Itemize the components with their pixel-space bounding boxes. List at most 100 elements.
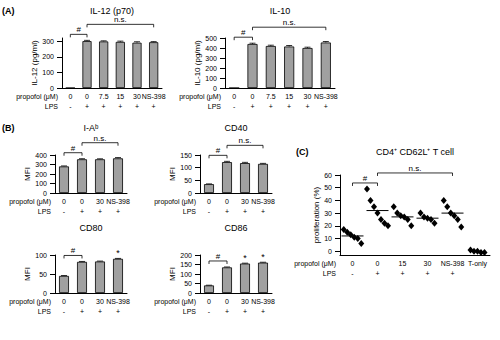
svg-text:+: + <box>116 208 120 215</box>
svg-text:0: 0 <box>68 93 72 100</box>
svg-text:0: 0 <box>213 85 217 92</box>
svg-text:0: 0 <box>207 298 211 305</box>
svg-text:MFI: MFI <box>168 267 177 281</box>
svg-text:(B): (B) <box>2 123 15 133</box>
svg-text:LPS: LPS <box>323 270 337 277</box>
svg-text:+: + <box>85 103 89 110</box>
svg-text:300: 300 <box>205 55 217 62</box>
svg-text:0: 0 <box>328 248 332 255</box>
svg-text:0: 0 <box>62 298 66 305</box>
svg-text:-: - <box>69 103 72 110</box>
svg-text:200: 200 <box>205 65 217 72</box>
svg-text:200: 200 <box>180 252 192 259</box>
svg-text:*: * <box>261 252 265 262</box>
svg-text:0: 0 <box>188 290 192 297</box>
svg-text:+: + <box>400 270 404 277</box>
svg-text:30: 30 <box>304 93 312 100</box>
svg-text:30: 30 <box>241 298 249 305</box>
svg-text:+: + <box>135 103 139 110</box>
svg-text:#: # <box>363 174 368 183</box>
svg-text:300: 300 <box>35 161 47 168</box>
svg-text:0: 0 <box>225 198 229 205</box>
svg-text:*: * <box>116 248 120 258</box>
svg-text:n.s.: n.s. <box>409 164 422 173</box>
svg-text:500: 500 <box>205 35 217 42</box>
svg-text:0: 0 <box>232 93 236 100</box>
svg-text:0: 0 <box>251 93 255 100</box>
svg-text:100: 100 <box>180 271 192 278</box>
svg-text:n.s.: n.s. <box>94 134 107 143</box>
svg-text:+: + <box>118 103 122 110</box>
svg-text:+: + <box>375 270 379 277</box>
svg-text:n.s.: n.s. <box>239 136 252 145</box>
svg-text:300: 300 <box>42 38 54 45</box>
svg-text:IL-10 (pg/ml): IL-10 (pg/ml) <box>193 40 202 86</box>
svg-text:-: - <box>351 270 354 277</box>
svg-text:proliferation (%): proliferation (%) <box>312 186 321 243</box>
svg-text:0: 0 <box>62 198 66 205</box>
svg-text:NS-398: NS-398 <box>106 298 130 305</box>
svg-text:#: # <box>71 246 76 255</box>
svg-text:LPS: LPS <box>38 308 52 315</box>
svg-text:+: + <box>269 103 273 110</box>
svg-text:+: + <box>225 308 229 315</box>
svg-text:50: 50 <box>39 271 47 278</box>
svg-text:+: + <box>250 103 254 110</box>
svg-text:NS-398: NS-398 <box>106 198 130 205</box>
svg-text:+: + <box>243 308 247 315</box>
svg-text:(C): (C) <box>296 147 309 157</box>
svg-text:#: # <box>216 252 221 261</box>
svg-text:+: + <box>324 103 328 110</box>
svg-text:propofol (μM): propofol (μM) <box>16 93 58 101</box>
svg-text:100: 100 <box>205 75 217 82</box>
svg-text:0: 0 <box>43 290 47 297</box>
svg-text:+: + <box>450 270 454 277</box>
svg-text:+: + <box>152 103 156 110</box>
svg-text:50: 50 <box>184 280 192 287</box>
svg-text:30: 30 <box>96 298 104 305</box>
svg-text:-: - <box>233 103 236 110</box>
svg-text:CD4⁺ CD62L⁺ T cell: CD4⁺ CD62L⁺ T cell <box>376 147 454 157</box>
svg-text:30: 30 <box>324 210 332 217</box>
svg-text:propofol (μM): propofol (μM) <box>154 298 196 306</box>
svg-text:30: 30 <box>424 260 432 267</box>
svg-text:150: 150 <box>180 152 192 159</box>
svg-text:0: 0 <box>188 190 192 197</box>
svg-text:+: + <box>102 103 106 110</box>
svg-text:#: # <box>216 146 221 155</box>
svg-text:propofol (μM): propofol (μM) <box>9 298 51 306</box>
svg-text:CD86: CD86 <box>224 223 247 233</box>
svg-text:*: * <box>243 253 247 263</box>
svg-text:50: 50 <box>324 184 332 191</box>
svg-text:+: + <box>261 308 265 315</box>
svg-text:NS-398: NS-398 <box>441 260 465 267</box>
svg-text:NS-398: NS-398 <box>251 198 275 205</box>
svg-text:(A): (A) <box>2 6 15 16</box>
svg-text:15: 15 <box>116 93 124 100</box>
svg-text:+: + <box>116 308 120 315</box>
svg-text:0: 0 <box>50 85 54 92</box>
svg-text:NS-398: NS-398 <box>314 93 338 100</box>
svg-text:15: 15 <box>285 93 293 100</box>
svg-text:400: 400 <box>35 152 47 159</box>
svg-text:150: 150 <box>180 261 192 268</box>
svg-text:LPS: LPS <box>183 208 197 215</box>
svg-text:7.5: 7.5 <box>99 93 109 100</box>
svg-text:20: 20 <box>324 222 332 229</box>
svg-text:50: 50 <box>184 177 192 184</box>
svg-text:#: # <box>76 25 81 34</box>
svg-text:+: + <box>305 103 309 110</box>
svg-text:propofol (μM): propofol (μM) <box>294 260 336 268</box>
svg-text:+: + <box>261 208 265 215</box>
svg-text:MFI: MFI <box>168 167 177 181</box>
svg-text:30: 30 <box>133 93 141 100</box>
svg-text:0: 0 <box>351 260 355 267</box>
svg-text:NS-398: NS-398 <box>251 298 275 305</box>
svg-text:NS-398: NS-398 <box>142 93 166 100</box>
svg-text:10: 10 <box>324 235 332 242</box>
svg-text:LPS: LPS <box>183 308 197 315</box>
svg-text:propofol (μM): propofol (μM) <box>179 93 221 101</box>
svg-text:MFI: MFI <box>23 267 32 281</box>
svg-text:CD40: CD40 <box>224 123 247 133</box>
svg-text:n.s.: n.s. <box>114 15 127 24</box>
